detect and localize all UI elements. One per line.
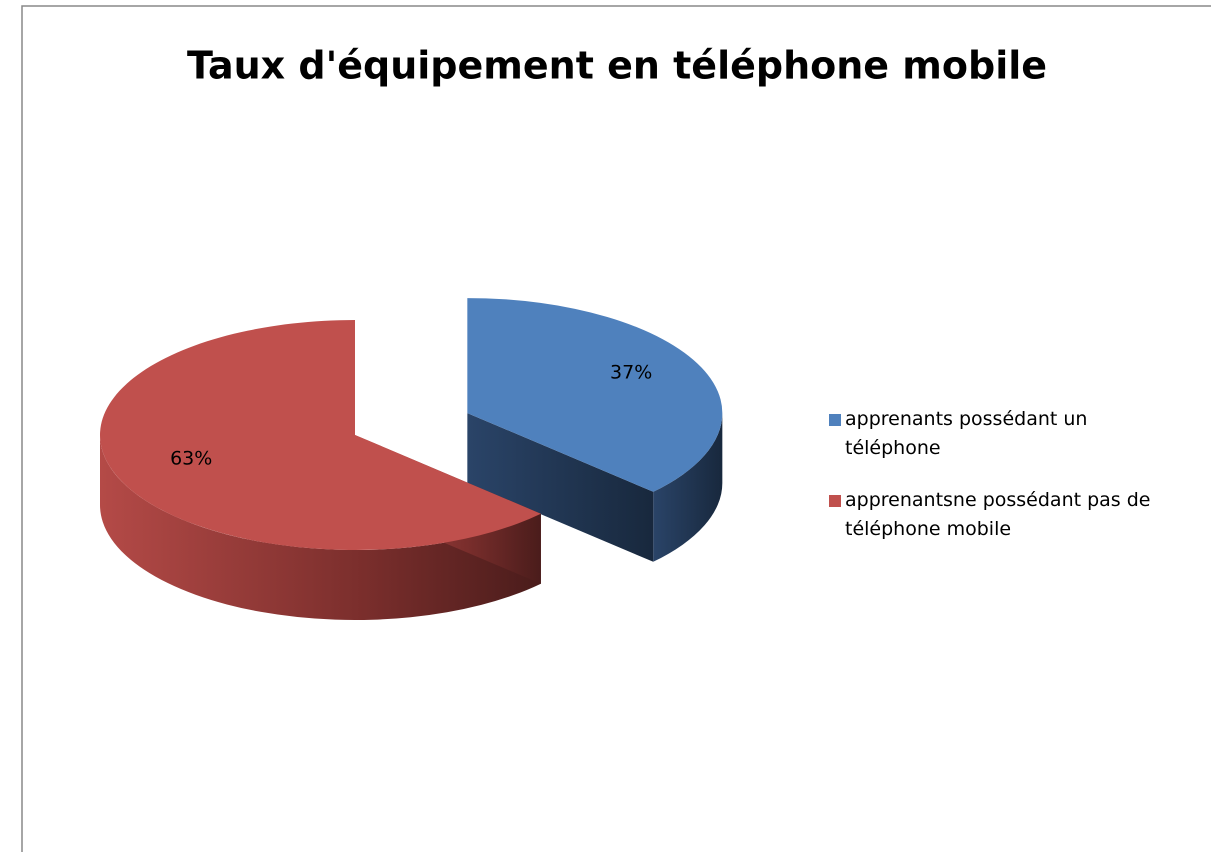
slice-side	[100, 435, 541, 620]
data-label: 37%	[610, 362, 652, 384]
legend-item: apprenants possédant un téléphone	[829, 405, 1159, 463]
legend-swatch	[829, 414, 841, 426]
legend-swatch	[829, 495, 841, 507]
data-label: 63%	[170, 447, 212, 469]
slice	[467, 298, 723, 492]
legend-item: apprenantsne possédant pas de téléphone …	[829, 486, 1159, 544]
legend-label: apprenants possédant un téléphone	[845, 408, 1088, 459]
slice-side	[653, 413, 723, 562]
legend-label: apprenantsne possédant pas de téléphone …	[845, 489, 1151, 540]
chart-title: Taux d'équipement en téléphone mobile	[187, 44, 1047, 88]
slice-cut	[467, 413, 654, 562]
slice	[100, 320, 541, 550]
